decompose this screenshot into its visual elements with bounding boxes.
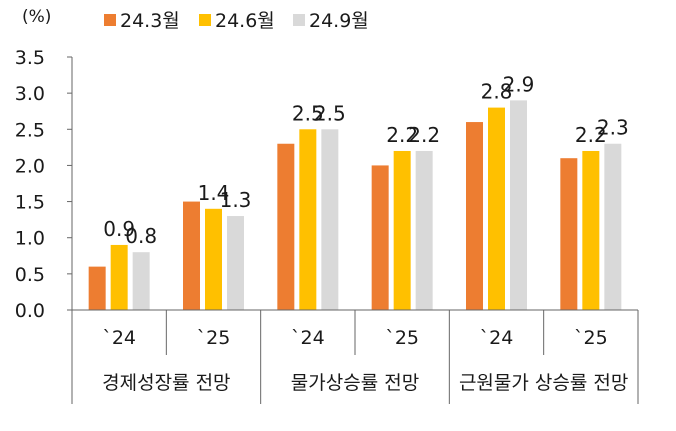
bar [488,107,505,310]
legend-swatch [293,14,305,26]
data-label: 2.5 [314,101,346,125]
bar [88,266,106,310]
legend-swatch [104,14,116,26]
y-tick-label: 2.0 [15,155,45,177]
x-tick-label: `25 [197,327,231,349]
data-label: 2.2 [386,123,418,147]
x-tick-label: `24 [102,327,136,349]
legend-label: 24.3월 [120,10,180,32]
bar [110,244,128,310]
x-tick-label: `25 [385,327,419,349]
y-tick-label: 3.5 [15,47,45,69]
x-group-label: 물가상승률 전망 [291,372,419,394]
bar [582,150,600,310]
y-tick-label: 0.0 [15,300,45,322]
bar [132,252,150,310]
y-tick-label: 3.0 [15,83,45,105]
bar [227,216,244,310]
data-label: 2.9 [503,72,535,96]
data-label: 0.9 [103,217,135,241]
bar [510,100,527,310]
x-tick-label: `24 [291,327,325,349]
data-label: 2.5 [292,101,324,125]
x-group-label: 경제성장률 전망 [102,372,230,394]
data-label: 0.8 [125,224,157,248]
data-label: 2.3 [597,116,629,140]
bar [277,143,295,310]
x-group-label: 근원물가 상승률 전망 [459,372,628,394]
legend-label: 24.6월 [215,10,275,32]
y-tick-label: 2.5 [15,119,45,141]
y-tick-label: 1.5 [15,192,45,214]
x-axis: `24 `25 `24 `25 `24 `25 경제성장률 전망 물가상승률 전망 근원물가 상… [71,309,639,404]
legend: 24.3월 24.6월 24.9월 [104,10,369,32]
bar [299,129,317,310]
bar [466,122,483,310]
y-axis: 0.0 0.5 1.0 1.5 2.0 2.5 3.0 3.5 [15,47,73,322]
bars: 0.90.81.41.32.52.52.22.22.82.92.22.3 [88,72,629,310]
data-label: 1.3 [220,188,252,212]
unit-label: (%) [22,7,51,27]
data-label: 1.4 [198,181,230,205]
x-tick-label: `25 [574,327,608,349]
x-tick-label: `24 [480,327,514,349]
data-label: 2.8 [481,80,513,104]
data-label: 2.2 [408,123,440,147]
bar [393,150,411,310]
bar [371,165,389,310]
bar [604,143,622,310]
bar [205,208,222,310]
y-tick-label: 0.5 [15,264,45,286]
bar [560,158,578,310]
y-tick-label: 1.0 [15,228,45,250]
bar [415,150,433,310]
bar [321,129,339,310]
legend-label: 24.9월 [309,10,369,32]
legend-swatch [199,14,211,26]
bar [183,201,200,310]
data-label: 2.2 [575,123,607,147]
